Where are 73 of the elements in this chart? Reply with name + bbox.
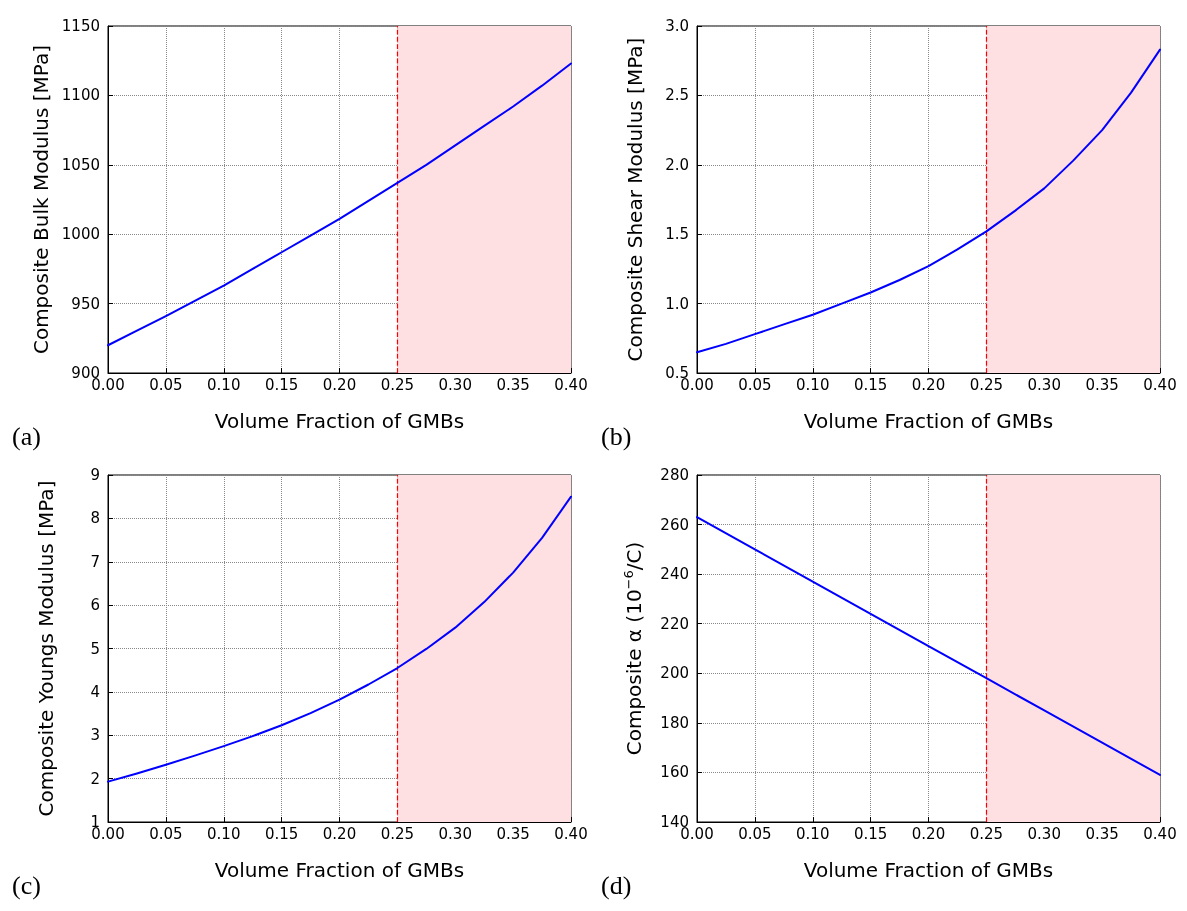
x-tick-label: 0.25 — [969, 824, 1004, 843]
line-series — [107, 495, 572, 783]
y-tick-label: 2 — [90, 769, 100, 788]
x-tick-label: 0.30 — [1027, 824, 1061, 843]
y-tick-label: 220 — [660, 614, 689, 633]
x-tick-label: 0.10 — [796, 824, 830, 843]
line-series — [107, 62, 572, 347]
text: (d) — [601, 870, 632, 900]
y-tick-label: 1.0 — [665, 294, 689, 313]
y-tick-label: 8 — [90, 509, 100, 528]
text: (a) — [12, 421, 41, 451]
x-tick-label: 0.35 — [1085, 375, 1119, 394]
x-tick-label: 0.10 — [207, 824, 241, 843]
x-tick-label: 0.40 — [1143, 375, 1177, 394]
y-tick-label: 260 — [660, 515, 689, 534]
y-tick-label: 2.0 — [665, 155, 689, 174]
x-tick-label: 0.40 — [1143, 824, 1177, 843]
x-tick-label: 0.15 — [264, 824, 299, 843]
x-tick-label: 0.25 — [380, 375, 415, 394]
y-tick-label: 2.5 — [665, 86, 689, 105]
text: (b) — [601, 421, 632, 451]
y-tick-label: 160 — [660, 763, 689, 782]
y-tick-label: 3.0 — [665, 17, 689, 35]
x-tick-label: 0.10 — [796, 375, 830, 394]
y-tick-label: 9 — [90, 466, 100, 484]
y-tick-label: 240 — [660, 565, 689, 584]
x-tick-label: 0.20 — [911, 375, 946, 394]
y-tick-label: 7 — [90, 552, 100, 571]
y-tick-label: 1.5 — [665, 225, 689, 244]
x-tick-label: 0.20 — [322, 824, 357, 843]
x-tick-label: 0.20 — [322, 375, 357, 394]
x-tick-label: 0.30 — [1027, 375, 1061, 394]
x-tick-label: 0.15 — [853, 375, 888, 394]
x-tick-label: 0.30 — [438, 375, 472, 394]
x-tick-label: 0.05 — [149, 824, 183, 843]
x-tick-label: 0.20 — [911, 824, 946, 843]
y-tick-label: 200 — [660, 664, 689, 683]
x-tick-label: 0.10 — [207, 375, 241, 394]
x-tick-label: 0.25 — [380, 824, 415, 843]
x-tick-label: 0.15 — [853, 824, 888, 843]
x-tick-label: 0.40 — [554, 824, 588, 843]
x-tick-label: 0.05 — [738, 375, 772, 394]
x-tick-label: 0.25 — [969, 375, 1004, 394]
x-axis-title: Volume Fraction of GMBs — [214, 409, 465, 433]
y-axis-title: Composite α (10−6/C) — [621, 541, 646, 756]
y-tick-label: 180 — [660, 713, 689, 732]
y-tick-label: 1150 — [61, 17, 100, 35]
y-tick-label: 3 — [90, 726, 100, 745]
x-tick-label: 0.15 — [264, 375, 299, 394]
x-tick-label: 0.35 — [496, 375, 530, 394]
y-tick-label: 4 — [90, 682, 100, 701]
y-axis-title: Composite Shear Modulus [MPa] — [623, 37, 647, 362]
line-series — [696, 48, 1161, 354]
y-axis-title: Composite Bulk Modulus [MPa] — [28, 44, 53, 355]
y-tick-label: 1100 — [61, 86, 100, 105]
x-tick-label: 0.35 — [1085, 824, 1119, 843]
x-tick-label: 0.05 — [738, 824, 772, 843]
y-tick-label: 5 — [90, 639, 100, 658]
y-tick-label: 6 — [90, 596, 100, 615]
y-tick-label: 1000 — [61, 225, 100, 244]
x-axis-title: Volume Fraction of GMBs — [214, 858, 465, 882]
y-axis-title: Composite Youngs Modulus [MPa] — [34, 480, 58, 817]
x-axis-title: Volume Fraction of GMBs — [803, 409, 1054, 433]
x-tick-label: 0.40 — [554, 375, 588, 394]
x-tick-label: 0.35 — [496, 824, 530, 843]
x-tick-label: 0.30 — [438, 824, 472, 843]
x-tick-label: 0.05 — [149, 375, 183, 394]
y-tick-label: 1050 — [61, 155, 100, 174]
text: (c) — [12, 870, 41, 900]
x-axis-title: Volume Fraction of GMBs — [803, 858, 1054, 882]
y-tick-label: 280 — [660, 466, 689, 484]
line-series — [696, 516, 1161, 776]
y-tick-label: 950 — [71, 294, 100, 313]
